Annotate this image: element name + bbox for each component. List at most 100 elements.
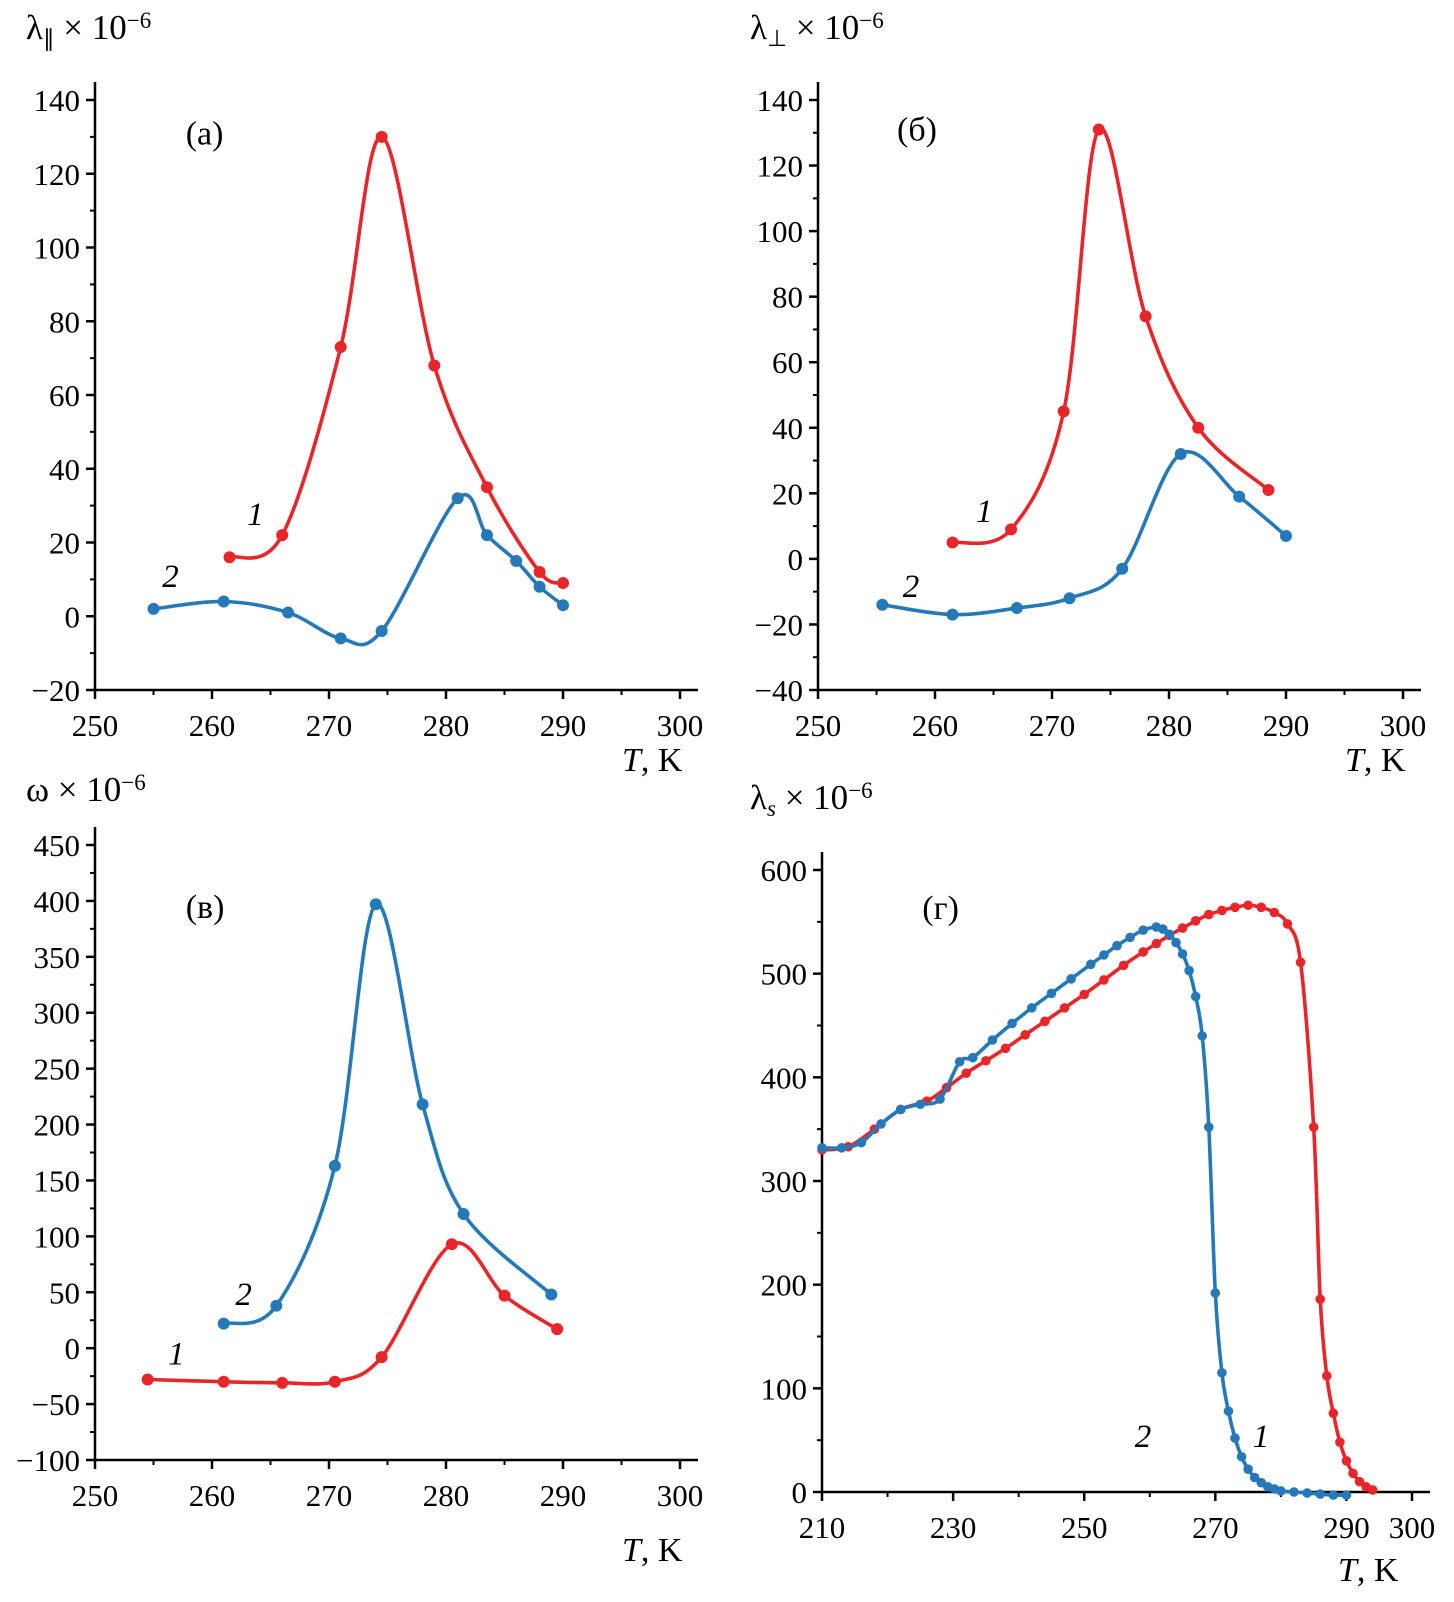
- data-point-marker: [1367, 1485, 1378, 1495]
- data-point-marker: [334, 632, 347, 645]
- data-point-marker: [1302, 1488, 1312, 1498]
- data-point-marker: [1158, 924, 1168, 934]
- x-tick-label: 280: [423, 708, 470, 743]
- data-point-marker: [428, 359, 441, 372]
- data-point-marker: [1020, 1030, 1031, 1040]
- data-point-marker: [480, 529, 493, 542]
- data-point-marker: [1223, 1406, 1234, 1416]
- data-point-marker: [1217, 905, 1227, 916]
- data-point-marker: [1203, 909, 1214, 920]
- y-axis-title-a-sub: ∥: [42, 26, 55, 51]
- x-tick-label: 210: [799, 1510, 846, 1545]
- data-point-marker: [876, 598, 889, 611]
- x-tick-label: 270: [1029, 708, 1076, 743]
- data-point-marker: [1026, 1003, 1037, 1013]
- y-axis-title-a: λ∥ × 10−6: [26, 8, 151, 52]
- data-point-marker: [217, 595, 230, 608]
- data-point-marker: [147, 602, 160, 615]
- data-point-marker: [1230, 1433, 1240, 1443]
- y-axis-title-g: λs × 10−6: [750, 778, 873, 822]
- data-point-marker: [1282, 919, 1293, 929]
- x-axis-title-b: T, K: [1345, 742, 1405, 780]
- x-tick-label: 260: [912, 708, 959, 743]
- data-point-marker: [1243, 1464, 1253, 1474]
- data-point-marker: [270, 1299, 283, 1312]
- x-tick-label: 300: [657, 1478, 704, 1513]
- x-tick-label: 250: [72, 708, 119, 743]
- y-axis-title-b-mult: × 10: [787, 8, 860, 47]
- y-tick-label: 50: [49, 1275, 80, 1310]
- panel-g: 210 230 250 270 290 300 0 100 200 300 400 500 600 1 2 (…: [761, 852, 1435, 1545]
- y-axis-title-a-exp: −6: [126, 8, 152, 33]
- x-axis-title-g-unit: , K: [1356, 1552, 1399, 1589]
- y-axis-title-g-sub: s: [766, 796, 776, 821]
- data-point-marker: [1099, 975, 1109, 985]
- y-tick-label: 250: [34, 1052, 81, 1087]
- y-tick-label: 450: [34, 828, 81, 863]
- x-axis-title-v: T, K: [622, 1532, 682, 1570]
- data-point-marker: [1174, 448, 1187, 460]
- data-point-marker: [954, 1056, 965, 1067]
- data-point-marker: [1177, 923, 1188, 933]
- data-point-marker: [876, 1119, 886, 1129]
- curve-label-2: 2: [162, 559, 179, 595]
- data-point-marker: [328, 1375, 341, 1388]
- x-tick-label: 230: [930, 1510, 977, 1545]
- data-point-marker: [961, 1068, 972, 1078]
- data-point-marker: [510, 554, 523, 567]
- data-point-marker: [1335, 1437, 1345, 1448]
- y-tick-label: 100: [34, 231, 81, 266]
- data-point-marker: [856, 1137, 867, 1148]
- data-point-marker: [1295, 957, 1306, 968]
- x-tick-label: 270: [306, 1478, 353, 1513]
- x-tick-label: 250: [795, 708, 842, 743]
- x-axis-title-v-unit: , K: [640, 1532, 683, 1569]
- y-axis-title-a-mult: × 10: [54, 8, 127, 47]
- data-point-marker: [895, 1104, 906, 1115]
- panel-letter-a: (а): [186, 116, 224, 153]
- data-point-marker: [1112, 940, 1122, 951]
- data-point-marker: [282, 606, 295, 619]
- data-point-marker: [1203, 1122, 1214, 1132]
- curve-label-1: 1: [1253, 1419, 1270, 1455]
- y-axis-title-g-exp: −6: [848, 778, 873, 803]
- curve-label-1: 1: [976, 494, 993, 530]
- data-point-marker: [1249, 1472, 1260, 1483]
- data-point-marker: [375, 625, 388, 637]
- y-tick-label: 60: [49, 378, 80, 413]
- axes-spines: [820, 852, 1430, 1494]
- curve-label-1: 1: [168, 1337, 185, 1373]
- x-tick-label: 270: [1192, 1510, 1239, 1545]
- y-axis-title-v: ω × 10−6: [26, 770, 146, 814]
- data-point-marker: [1046, 988, 1057, 999]
- y-tick-label: 120: [757, 149, 804, 184]
- y-tick-label: −20: [32, 673, 80, 708]
- y-tick-label: 80: [49, 304, 80, 339]
- x-tick-label: 290: [540, 708, 587, 743]
- data-point-marker: [1177, 949, 1188, 959]
- data-point-marker: [1243, 900, 1253, 911]
- data-point-marker: [981, 1055, 991, 1066]
- x-tick-label: 270: [306, 708, 353, 743]
- data-point-marker: [1262, 484, 1275, 497]
- data-point-marker: [557, 599, 569, 612]
- y-tick-label: 500: [761, 957, 808, 992]
- data-point-marker: [946, 608, 959, 621]
- y-tick-label: −40: [755, 673, 803, 708]
- y-tick-label: 0: [65, 599, 81, 634]
- data-point-marker: [1276, 1486, 1286, 1496]
- data-point-marker: [1197, 1031, 1208, 1041]
- data-point-marker: [1139, 310, 1152, 323]
- x-tick-label: 250: [72, 1478, 119, 1513]
- y-tick-label: 400: [34, 884, 81, 919]
- data-point-marker: [1000, 1043, 1011, 1054]
- y-tick-label: 0: [65, 1331, 81, 1366]
- y-tick-label: 40: [49, 452, 80, 487]
- data-point-marker: [1040, 1016, 1050, 1027]
- data-point-marker: [498, 1289, 511, 1302]
- data-point-marker: [1233, 490, 1246, 503]
- data-point-marker: [1010, 602, 1023, 615]
- panel-letter-v: (в): [186, 889, 225, 926]
- data-point-marker: [1099, 950, 1109, 960]
- data-point-marker: [141, 1373, 154, 1386]
